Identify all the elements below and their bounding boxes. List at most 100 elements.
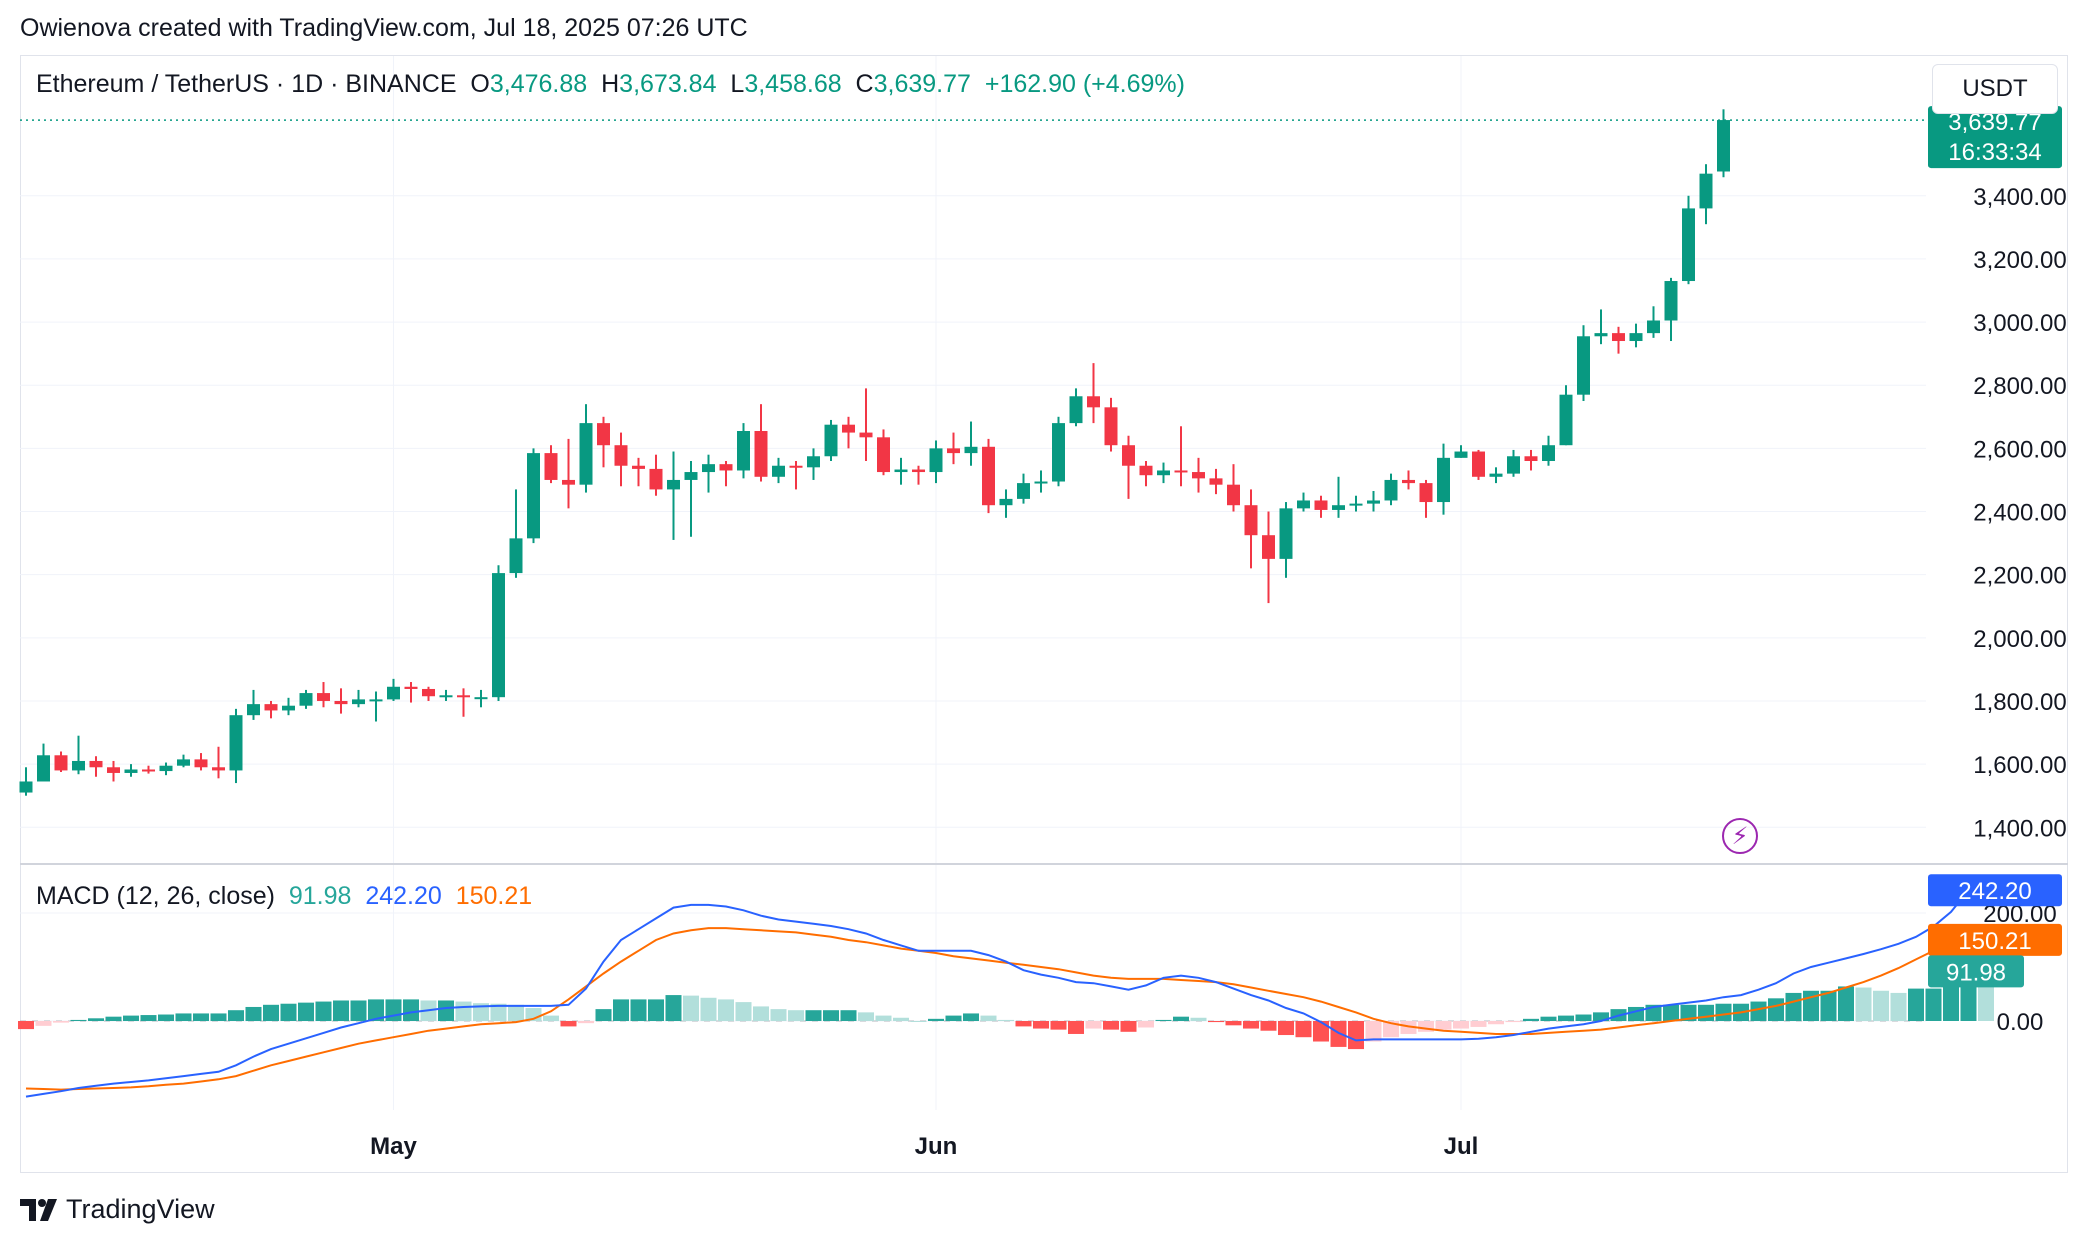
candle-body [474, 697, 488, 700]
macd-histogram-bar [175, 1013, 192, 1021]
candle-body [1087, 396, 1100, 408]
candle-body [212, 767, 225, 771]
macd-histogram-bar [403, 999, 419, 1021]
macd-histogram-bar [368, 999, 384, 1021]
macd-histogram-bar [490, 1003, 507, 1021]
flash-icon[interactable]: ⚡ [1722, 818, 1758, 854]
macd-histogram-bar [123, 1015, 139, 1021]
candle-body [404, 686, 418, 689]
candle-body [1524, 456, 1538, 461]
candle-body [1069, 396, 1083, 424]
macd-histogram-bar [735, 1002, 752, 1021]
candle-body [352, 699, 365, 705]
macd-histogram-bar [315, 1001, 332, 1021]
price-axis-label: 1,800.00 [1973, 689, 2066, 716]
candle-body [194, 759, 208, 768]
candle-body [597, 423, 610, 446]
macd-histogram-bar [543, 1015, 559, 1021]
hist-value-tag-text: 91.98 [1946, 959, 2006, 986]
candle-body [229, 715, 243, 771]
candle-body [1297, 500, 1310, 509]
candle-body [982, 446, 995, 506]
candle-body [877, 437, 890, 473]
macd-histogram-bar [613, 999, 629, 1021]
candle-body [89, 760, 103, 768]
candle-body [1227, 484, 1240, 506]
close-label: C [855, 70, 874, 98]
macd-histogram-bar [805, 1010, 822, 1021]
currency-selector[interactable]: USDT [1932, 64, 2058, 114]
candle-body [1314, 500, 1328, 510]
macd-histogram-bar [1663, 1004, 1679, 1021]
candle-body [1402, 479, 1415, 484]
macd-histogram-bar [385, 999, 402, 1021]
macd-histogram-bar [665, 995, 682, 1021]
macd-histogram-bar [1173, 1016, 1189, 1021]
macd-histogram-bar [1155, 1019, 1172, 1021]
macd-histogram-bar [53, 1021, 69, 1023]
macd-histogram-bar [210, 1013, 227, 1021]
candle-body [492, 573, 505, 698]
macd-histogram-bar [1348, 1021, 1364, 1050]
macd-histogram-bar [1400, 1021, 1417, 1034]
candle-body [1507, 456, 1520, 474]
candle-body [1157, 470, 1170, 476]
candle-body [1034, 481, 1048, 484]
candle-body [579, 423, 593, 485]
bar-countdown: 16:33:34 [1948, 139, 2041, 166]
tradingview-logo-icon [20, 1198, 57, 1221]
macd-histogram-bar [1365, 1021, 1382, 1042]
candle-body [1664, 281, 1678, 321]
macd-histogram-bar [105, 1016, 122, 1021]
candle-body [1559, 394, 1573, 446]
candle-body [772, 465, 785, 477]
macd-histogram-bar [928, 1018, 944, 1021]
candle-body [124, 769, 138, 773]
macd-signal-value: 150.21 [455, 882, 533, 910]
price-axis-label: 2,200.00 [1973, 563, 2066, 590]
candle-body [1454, 451, 1468, 458]
macd-histogram-bar [455, 1001, 472, 1021]
macd-histogram-bar [1523, 1018, 1539, 1021]
candle-body [422, 688, 435, 697]
macd-title: MACD (12, 26, close) [36, 882, 275, 910]
macd-histogram-bar [1260, 1021, 1277, 1031]
candle-body [1262, 535, 1275, 559]
signal-line [25, 927, 1952, 1091]
macd-histogram-bar [1820, 990, 1837, 1021]
candle-body [859, 432, 873, 438]
candle-body [842, 424, 855, 433]
candle-body [719, 464, 733, 471]
candle-body [649, 468, 663, 490]
symbol-legend: Ethereum / TetherUS · 1D · BINANCE O3,47… [36, 70, 1185, 99]
open-value: 3,476.88 [489, 70, 588, 98]
macd-histogram-bar [1435, 1021, 1452, 1030]
footer-brand: TradingView [20, 1194, 215, 1225]
macd-line-value: 242.20 [365, 882, 442, 910]
candle-body [1017, 483, 1030, 499]
candle-body [72, 760, 85, 771]
macd-histogram-bar [1575, 1014, 1592, 1021]
candle-body [54, 755, 68, 771]
macd-histogram-bar [910, 1021, 927, 1022]
candle-body [1717, 120, 1730, 172]
macd-histogram-bar [1505, 1021, 1522, 1023]
candle-body [264, 704, 278, 711]
candle-body [562, 479, 575, 485]
macd-histogram-bar [1313, 1021, 1329, 1042]
macd-histogram-bar [245, 1006, 262, 1021]
macd-histogram-bar [228, 1010, 244, 1021]
macd-histogram-bar [823, 1010, 839, 1021]
candle-body [999, 498, 1013, 506]
macd-histogram-bar [648, 999, 664, 1021]
signal-value-tag [1928, 923, 2062, 956]
macd-histogram-bar [508, 1004, 524, 1021]
macd-histogram-bar [1698, 1004, 1714, 1021]
macd-histogram-bar [718, 999, 734, 1021]
price-axis-label: 1,400.00 [1973, 815, 2066, 842]
macd-legend: MACD (12, 26, close) 91.98 242.20 150.21 [36, 882, 532, 911]
macd-histogram-bar [1085, 1021, 1102, 1029]
candle-body [754, 431, 768, 477]
candle-body [387, 686, 400, 700]
